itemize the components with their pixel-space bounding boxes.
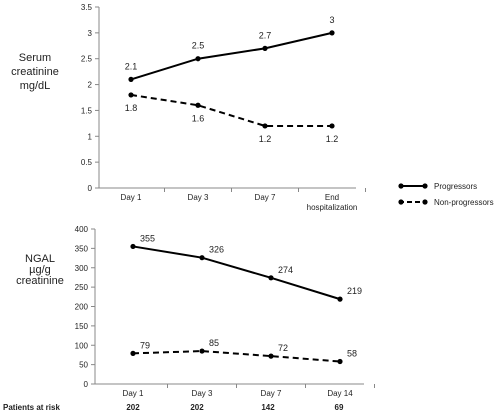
x-tick-label: Day 1 <box>123 389 144 398</box>
patients-at-risk-row: Patients at risk 202 202 142 69 <box>3 403 344 412</box>
legend: Progressors Non-progressors <box>398 182 494 207</box>
x-tick-label: Day 1 <box>121 193 142 202</box>
y-tick-label: 250 <box>75 283 89 292</box>
data-label: 58 <box>347 349 357 359</box>
data-label: 3 <box>329 15 334 25</box>
patients-at-risk-value: 69 <box>335 403 344 412</box>
legend-marker-non-progressors <box>398 199 404 205</box>
y-tick-label: 300 <box>75 264 89 273</box>
y-tick-label: 1.5 <box>81 106 93 115</box>
y-tick-label: 0 <box>88 184 93 193</box>
y-tick-label: 2.5 <box>81 55 93 64</box>
y-tick-label: 0 <box>84 380 89 389</box>
data-point <box>199 255 205 261</box>
y-axis-label: µg/g <box>29 264 51 276</box>
legend-label-progressors: Progressors <box>434 182 477 191</box>
patients-at-risk-label: Patients at risk <box>3 403 60 412</box>
data-label: 219 <box>347 286 362 296</box>
data-label: 1.8 <box>125 103 138 113</box>
x-tick-label: hospitalization <box>307 203 358 212</box>
data-point <box>195 56 201 62</box>
series-line-progressors <box>132 245 341 301</box>
legend-marker-progressors <box>422 183 428 189</box>
data-point <box>262 123 268 129</box>
data-label: 85 <box>209 338 219 348</box>
data-label: 274 <box>278 265 293 275</box>
data-label: 2.1 <box>125 61 138 71</box>
y-axis-label: mg/dL <box>20 80 51 92</box>
y-tick-label: 1 <box>88 132 93 141</box>
y-tick-label: 3.5 <box>81 3 93 12</box>
patients-at-risk-value: 142 <box>261 403 275 412</box>
data-point <box>128 92 134 98</box>
legend-item-non-progressors: Non-progressors <box>398 198 494 207</box>
data-label: 2.5 <box>192 41 205 51</box>
x-tick-label: Day 14 <box>327 389 353 398</box>
patients-at-risk-value: 202 <box>190 403 204 412</box>
data-label: 1.6 <box>192 113 205 123</box>
y-axis-label: Serum <box>19 52 51 64</box>
y-tick-label: 350 <box>75 244 89 253</box>
data-label: 326 <box>209 245 224 255</box>
x-tick-label: Day 7 <box>261 389 282 398</box>
data-label: 355 <box>140 233 155 243</box>
y-tick-label: 3 <box>88 29 93 38</box>
y-tick-label: 50 <box>79 361 88 370</box>
series-line-progressors <box>130 31 333 81</box>
x-tick-label: Day 7 <box>255 193 276 202</box>
data-point <box>337 358 343 365</box>
data-point <box>268 353 274 359</box>
data-point <box>337 296 343 302</box>
y-tick-label: 400 <box>75 225 89 234</box>
x-tick-label: Day 3 <box>188 193 209 202</box>
data-point <box>130 350 136 356</box>
data-label: 2.7 <box>259 30 272 40</box>
legend-marker-non-progressors <box>422 199 428 205</box>
data-label: 72 <box>278 343 288 353</box>
y-axis-label: NGAL <box>25 253 55 265</box>
y-axis-label: creatinine <box>11 66 59 78</box>
series-line-non-progressors <box>132 350 341 363</box>
serum-creatinine-chart: 0 0.5 1 1.5 2 2.5 3 3.5 Day 1 Day 3 Day 7 Endhospit… <box>11 3 366 212</box>
data-point <box>199 348 205 354</box>
data-label: 79 <box>140 340 150 350</box>
x-tick-label: Day 3 <box>192 389 213 398</box>
data-label: 1.2 <box>259 134 272 144</box>
ngal-chart: 0 50 100 150 200 250 300 350 400 Day 1 Day 3 Day 7 D… <box>16 225 375 398</box>
data-point <box>195 102 201 108</box>
y-tick-label: 2 <box>88 81 93 90</box>
y-tick-label: 200 <box>75 303 89 312</box>
data-point <box>262 45 268 51</box>
data-point <box>128 76 134 82</box>
data-point <box>268 275 274 281</box>
data-label: 1.2 <box>326 134 339 144</box>
data-point <box>329 30 335 36</box>
y-tick-label: 0.5 <box>81 158 93 167</box>
x-tick-label: End <box>325 193 339 202</box>
y-tick-label: 100 <box>75 341 89 350</box>
legend-label-non-progressors: Non-progressors <box>434 198 494 207</box>
series-line-non-progressors <box>130 93 332 127</box>
y-axis-label: creatinine <box>16 275 64 287</box>
patients-at-risk-value: 202 <box>126 403 140 412</box>
y-tick-label: 150 <box>75 322 89 331</box>
legend-item-progressors: Progressors <box>398 182 477 191</box>
data-point <box>329 123 335 129</box>
legend-marker-progressors <box>398 183 404 189</box>
data-point <box>130 243 136 250</box>
